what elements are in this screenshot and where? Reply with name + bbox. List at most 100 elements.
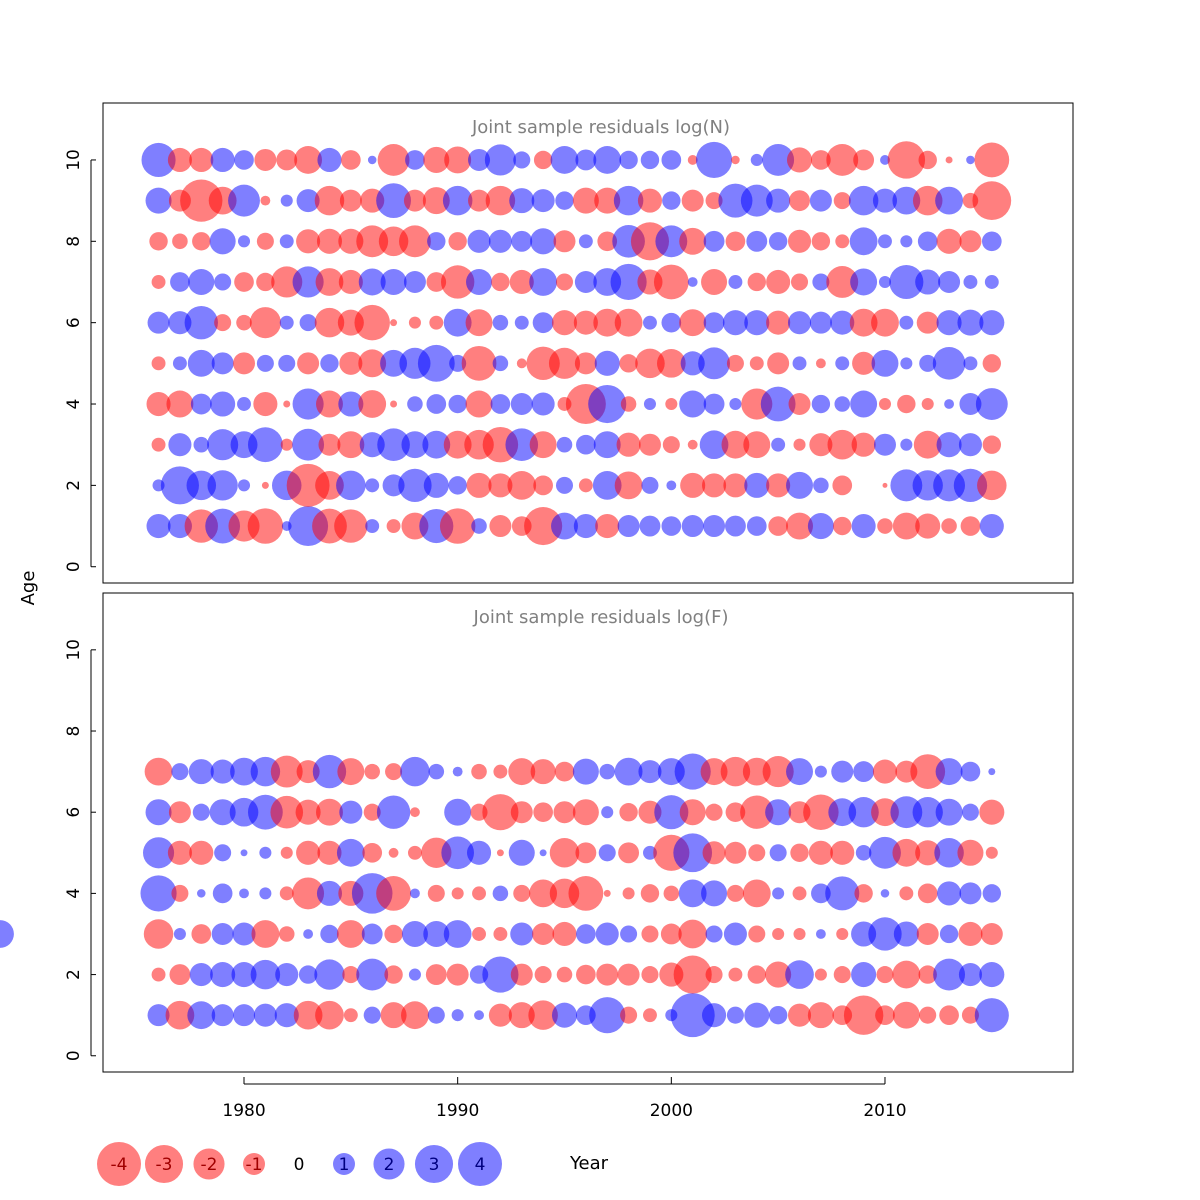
y-tick-label: 6 (64, 807, 84, 818)
negative-residual-bubble (833, 516, 852, 536)
positive-residual-bubble (532, 312, 554, 334)
negative-residual-bubble (912, 185, 943, 216)
negative-residual-bubble (815, 358, 826, 369)
negative-residual-bubble (169, 964, 191, 986)
positive-residual-bubble (444, 798, 472, 826)
negative-residual-bubble (339, 351, 363, 375)
positive-residual-bubble (140, 875, 177, 912)
negative-residual-bubble (532, 922, 555, 945)
negative-residual-bubble (403, 189, 426, 212)
legend-bubble (243, 1153, 265, 1175)
positive-residual-bubble (405, 150, 425, 170)
negative-residual-bubble (913, 430, 942, 459)
negative-residual-bubble (388, 847, 399, 858)
negative-residual-bubble (916, 311, 939, 334)
negative-residual-bubble (189, 840, 214, 865)
negative-residual-bubble (974, 142, 1010, 178)
negative-residual-bubble (643, 1008, 657, 1023)
negative-residual-bubble (513, 884, 531, 902)
negative-residual-bubble (485, 185, 516, 216)
legend-label: 4 (475, 1155, 486, 1175)
legend-label: 1 (339, 1155, 350, 1175)
positive-residual-bubble (556, 436, 573, 453)
negative-residual-bubble (748, 925, 766, 943)
negative-residual-bubble (725, 231, 746, 252)
negative-residual-bubble (425, 964, 447, 986)
positive-residual-bubble (168, 433, 192, 457)
positive-residual-bubble (417, 344, 455, 382)
negative-residual-bubble (270, 795, 304, 829)
negative-residual-bubble (208, 186, 237, 215)
positive-residual-bubble (811, 883, 831, 904)
positive-residual-bubble (974, 998, 1009, 1033)
x-tick-label: 2000 (650, 1101, 693, 1121)
positive-residual-bubble (145, 187, 172, 214)
negative-residual-bubble (915, 840, 941, 866)
negative-residual-bubble (762, 756, 794, 788)
negative-residual-bubble (852, 351, 876, 375)
x-tick-label: 1990 (436, 1101, 479, 1121)
legend-label: 2 (384, 1155, 395, 1175)
negative-residual-bubble (808, 840, 833, 865)
positive-residual-bubble (210, 759, 235, 784)
negative-residual-bubble (472, 927, 486, 941)
negative-residual-bubble (318, 433, 341, 456)
negative-residual-bubble (234, 272, 254, 292)
y-axis-label: Age (18, 571, 39, 606)
negative-residual-bubble (180, 179, 223, 222)
positive-residual-bubble (831, 760, 854, 783)
negative-residual-bubble (748, 844, 766, 862)
positive-residual-bubble (320, 354, 339, 373)
negative-residual-bubble (679, 227, 707, 255)
positive-residual-bubble (160, 466, 199, 505)
positive-residual-bubble (917, 231, 938, 252)
positive-residual-bubble (601, 806, 614, 819)
negative-residual-bubble (793, 927, 806, 941)
legend-label: -1 (246, 1155, 263, 1175)
positive-residual-bubble (771, 437, 786, 452)
x-axis-label: Year (569, 1153, 609, 1174)
negative-residual-bubble (337, 758, 365, 786)
negative-residual-bubble (488, 473, 513, 498)
positive-residual-bubble (259, 846, 272, 859)
positive-residual-bubble (769, 844, 787, 862)
positive-residual-bubble (317, 147, 342, 172)
positive-residual-bubble (703, 312, 725, 334)
negative-residual-bubble (663, 885, 680, 902)
negative-residual-bubble (790, 273, 809, 291)
positive-residual-bubble (575, 149, 597, 171)
positive-residual-bubble (574, 270, 597, 293)
negative-residual-bubble (622, 887, 635, 900)
negative-residual-bubble (747, 272, 766, 292)
negative-residual-bubble (705, 803, 723, 821)
positive-residual-bubble (598, 844, 616, 862)
positive-residual-bubble (724, 515, 746, 537)
negative-residual-bubble (339, 189, 362, 212)
negative-residual-bubble (363, 803, 381, 821)
y-tick-label: 4 (64, 888, 84, 899)
negative-residual-bubble (528, 1000, 558, 1030)
negative-residual-bubble (618, 842, 640, 864)
positive-residual-bubble (423, 920, 450, 947)
negative-residual-bubble (786, 147, 813, 173)
positive-residual-bubble (214, 273, 232, 291)
negative-residual-bubble (358, 390, 387, 418)
positive-residual-bubble (377, 428, 410, 462)
negative-residual-bubble (765, 961, 792, 988)
positive-residual-bubble (509, 188, 535, 214)
positive-residual-bubble (687, 277, 698, 287)
legend-bubble (193, 1148, 225, 1180)
positive-residual-bubble (830, 310, 855, 335)
positive-residual-bubble (599, 763, 616, 780)
negative-residual-bubble (507, 471, 537, 500)
positive-residual-bubble (210, 962, 236, 988)
positive-residual-bubble (958, 433, 982, 457)
negative-residual-bubble (728, 967, 743, 982)
positive-residual-bubble (873, 433, 896, 456)
positive-residual-bubble (932, 347, 966, 380)
negative-residual-bubble (443, 430, 472, 459)
negative-residual-bubble (451, 887, 464, 900)
negative-residual-bubble (614, 308, 643, 337)
positive-residual-bubble (443, 920, 472, 948)
positive-residual-bubble (510, 393, 533, 416)
